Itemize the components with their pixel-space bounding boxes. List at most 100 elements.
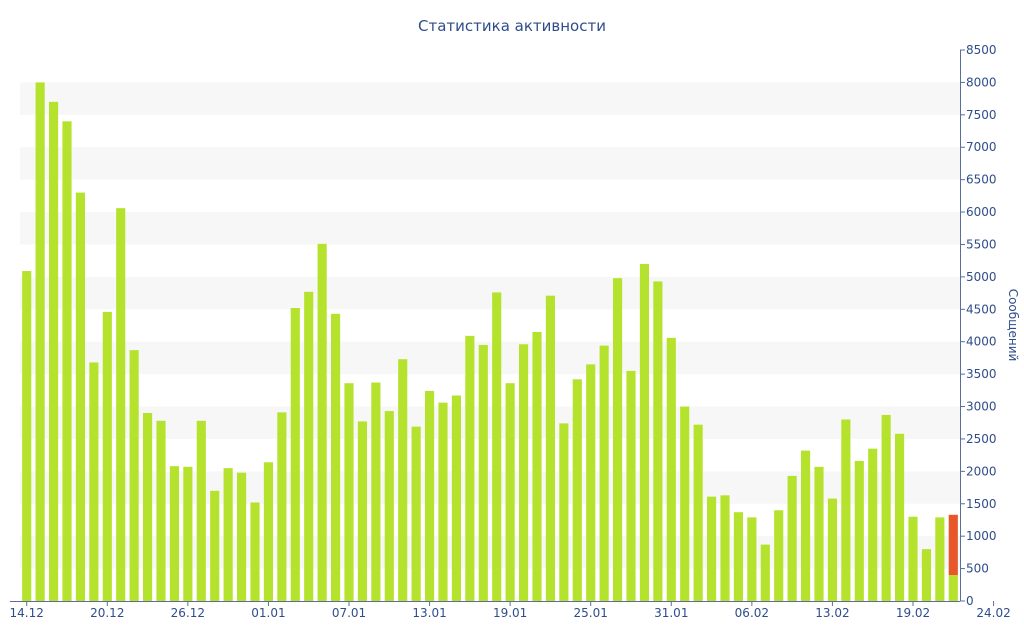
y-tick-label: 1000 [966, 529, 997, 543]
bar[interactable] [492, 292, 502, 601]
bar[interactable] [357, 421, 367, 601]
bar[interactable] [478, 344, 488, 601]
bar[interactable] [666, 337, 676, 601]
bar[interactable] [425, 390, 435, 601]
bar[interactable] [465, 335, 475, 601]
bar[interactable] [733, 512, 743, 601]
y-tick-label: 4000 [966, 335, 997, 349]
bar[interactable] [35, 82, 45, 602]
grid-band [20, 341, 960, 375]
bar[interactable] [75, 192, 85, 602]
y-tick-label: 7500 [966, 108, 997, 122]
bar[interactable] [169, 466, 179, 601]
bar[interactable] [196, 420, 206, 601]
bar[interactable] [89, 362, 99, 601]
x-tick-label: 31.01 [654, 606, 688, 620]
bar[interactable] [411, 426, 421, 601]
bar[interactable] [210, 490, 220, 601]
bar[interactable] [545, 295, 555, 601]
y-axis-title: Сообщений [1006, 289, 1020, 362]
bar[interactable] [760, 544, 770, 601]
bar[interactable] [868, 448, 878, 601]
bar[interactable] [841, 419, 851, 601]
bar[interactable] [290, 307, 300, 601]
bar[interactable] [639, 263, 649, 601]
bar[interactable] [398, 359, 408, 601]
bar[interactable] [102, 311, 112, 601]
bar[interactable] [801, 450, 811, 601]
bar[interactable] [747, 517, 757, 601]
bar[interactable] [129, 350, 139, 601]
x-tick-label: 07.01 [332, 606, 366, 620]
bar[interactable] [774, 510, 784, 601]
bars-group [22, 82, 958, 602]
bar[interactable] [586, 364, 596, 601]
bar[interactable] [680, 406, 690, 601]
bar[interactable] [720, 495, 730, 601]
y-tick-label: 4500 [966, 302, 997, 316]
x-tick-label: 24.02 [976, 606, 1010, 620]
bar[interactable] [263, 462, 273, 601]
x-tick-label: 14.12 [10, 606, 44, 620]
bar[interactable] [143, 413, 153, 601]
grid-band [20, 82, 960, 115]
bar[interactable] [854, 460, 864, 601]
bar-base[interactable] [948, 575, 958, 601]
bar[interactable] [237, 472, 247, 601]
x-tick-label: 26.12 [171, 606, 205, 620]
grid-band [20, 406, 960, 439]
bar[interactable] [116, 208, 126, 601]
y-tick-label: 2500 [966, 432, 997, 446]
y-tick-label: 8500 [966, 43, 997, 57]
bar[interactable] [613, 278, 623, 601]
bar[interactable] [693, 424, 703, 601]
bar[interactable] [250, 502, 260, 601]
bar-highlight[interactable] [948, 514, 958, 576]
x-tick-label: 06.02 [735, 606, 769, 620]
bar[interactable] [599, 345, 609, 601]
bar[interactable] [304, 291, 314, 601]
bar[interactable] [814, 466, 824, 601]
y-axis: 0 500 1000 1500 2000 2500 3000 3500 4000 4500 5000… [960, 43, 997, 608]
bar[interactable] [22, 271, 32, 601]
bar[interactable] [451, 395, 461, 601]
bar[interactable] [559, 423, 569, 601]
y-tick-label: 3000 [966, 400, 997, 414]
bar[interactable] [519, 344, 529, 601]
bar[interactable] [653, 281, 663, 601]
bar[interactable] [935, 517, 945, 601]
bar[interactable] [908, 516, 918, 601]
x-tick-label: 13.02 [815, 606, 849, 620]
bar[interactable] [183, 466, 193, 601]
x-tick-label: 19.01 [493, 606, 527, 620]
bar[interactable] [277, 412, 287, 601]
bar[interactable] [707, 496, 717, 601]
x-tick-label: 25.01 [574, 606, 608, 620]
bar[interactable] [49, 101, 59, 601]
bar[interactable] [384, 411, 394, 601]
bar[interactable] [827, 498, 837, 601]
bar[interactable] [371, 382, 381, 601]
bar[interactable] [921, 549, 931, 601]
bar[interactable] [626, 370, 636, 601]
bar[interactable] [881, 414, 891, 601]
bar[interactable] [223, 468, 233, 601]
y-tick-label: 8000 [966, 75, 997, 89]
bar[interactable] [62, 121, 72, 602]
bar[interactable] [532, 331, 542, 601]
y-tick-label: 1500 [966, 497, 997, 511]
bar[interactable] [331, 313, 341, 601]
bar[interactable] [317, 243, 327, 601]
grid-band [20, 212, 960, 245]
y-tick-label: 6000 [966, 205, 997, 219]
bar[interactable] [505, 383, 515, 601]
bar[interactable] [787, 475, 797, 601]
bar[interactable] [438, 402, 448, 601]
bar[interactable] [895, 433, 905, 601]
bar[interactable] [344, 383, 354, 601]
bar[interactable] [156, 420, 166, 601]
bar[interactable] [572, 379, 582, 601]
grid-band [20, 276, 960, 310]
y-tick-label: 5500 [966, 237, 997, 251]
